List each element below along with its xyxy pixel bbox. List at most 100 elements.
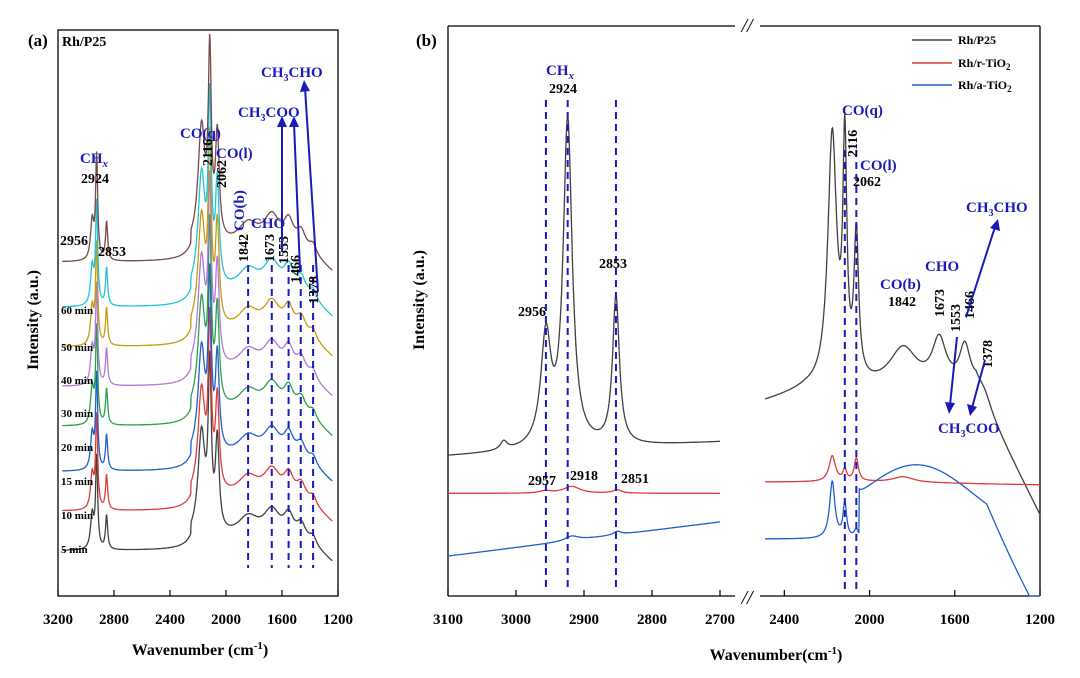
peak-label-2924: 2924 (81, 172, 109, 187)
arrowhead-ch3cho (300, 80, 310, 92)
panel-a-tick-label: 1200 (323, 612, 353, 628)
band-label-ch3cho: CH3CHO (261, 65, 323, 84)
panel-b-tick-label-left: 3100 (433, 612, 463, 628)
arrowhead-ch3coo-2 (289, 116, 299, 127)
panel-a-tick-label: 3200 (43, 612, 73, 628)
band-label-b-ch3cho: CH3CHO (966, 200, 1028, 219)
peak-label-1673: 1673 (263, 234, 278, 262)
panel-b-letter: (b) (416, 31, 437, 50)
peak-label-2062: 2062 (215, 160, 230, 188)
panel-a-series-10-min (62, 306, 333, 522)
panel-b-tick-label-right: 1600 (940, 612, 970, 628)
panel-a-tick-label: 1600 (267, 612, 297, 628)
band-label-coq: CO(q) (180, 126, 221, 142)
band-label-col: CO(l) (216, 146, 253, 162)
panel-b-series-rh-r-tio2-left (448, 485, 720, 495)
panel-b-tick-label-right: 2000 (855, 612, 885, 628)
panel-a-letter: (a) (28, 31, 48, 50)
panel-b-peak-labels: 2956 2924 2853 2957 2918 2851 2116 2062 … (518, 82, 996, 489)
panel-a-series-30-min (62, 170, 333, 397)
panel-b: (b) // // 3100 3000 2900 2800 2700 2400 2000 16… (411, 15, 1055, 664)
panel-a-series-40-min (62, 126, 333, 357)
arrow-b-ch3coo-1 (949, 336, 958, 406)
panel-b-band-labels: CHx CO(q) CO(l) CO(b) CHO CH3CHO CH3COO (546, 63, 1028, 440)
panel-a-series-20-min (62, 213, 333, 437)
panel-b-series-rh-p25-left (448, 116, 720, 456)
peak-label-2956: 2956 (60, 234, 88, 249)
peak-label-2853: 2853 (98, 245, 126, 260)
peak-label-b-2851: 2851 (621, 472, 649, 487)
panel-b-series-rh-a-tio2-right (765, 464, 1040, 597)
panel-a-arrows (277, 80, 319, 293)
peak-label-1378: 1378 (307, 276, 322, 304)
band-label-chx: CHx (80, 151, 109, 170)
peak-label-1553: 1553 (277, 236, 292, 264)
panel-a-x-axis-title: Wavenumber (cm-1) (132, 640, 268, 659)
legend-label-rh-r-tio2: Rh/r-TiO2 (958, 56, 1011, 72)
band-label-b-cho: CHO (925, 259, 959, 275)
peak-label-b-2957: 2957 (528, 474, 556, 489)
peak-label-b-1553: 1553 (949, 304, 964, 332)
peak-label-1466: 1466 (289, 255, 304, 283)
arrowhead-b-ch3cho (990, 219, 1000, 231)
band-label-cob: CO(b) (232, 190, 248, 231)
band-label-b-col: CO(l) (860, 158, 897, 174)
time-label-15: 15 min (61, 476, 93, 488)
legend-label-rh-a-tio2: Rh/a-TiO2 (958, 78, 1012, 94)
peak-label-b-2062: 2062 (853, 175, 881, 190)
panel-b-y-axis-title: Intensity (a.u.) (411, 250, 428, 350)
arrow-ch3cho (304, 87, 319, 293)
time-label-20: 20 min (61, 442, 93, 454)
panel-a-y-axis-title: Intensity (a.u.) (25, 270, 42, 370)
arrowhead-b-ch3coo-1 (945, 402, 955, 414)
panel-b-series-rh-a-tio2-left (447, 521, 721, 557)
peak-label-b-2918: 2918 (570, 469, 598, 484)
panel-b-series-rh-p25-right (764, 113, 1041, 515)
panel-b-tick-label-left: 3000 (501, 612, 531, 628)
panel-b-tick-label-right: 1200 (1025, 612, 1055, 628)
time-label-50: 50 min (61, 342, 93, 354)
panel-a-series-50-min (62, 83, 333, 317)
peak-label-b-1673: 1673 (933, 289, 948, 317)
arrow-b-ch3coo-2 (971, 359, 986, 409)
panel-b-spectra (447, 113, 1041, 597)
band-label-ch3coo: CH3COO (238, 105, 300, 124)
time-label-30: 30 min (61, 408, 93, 420)
panel-b-tick-label-left: 2900 (569, 612, 599, 628)
panel-a-series-15-min (62, 263, 333, 482)
panel-a-series-60-min (62, 33, 333, 271)
panel-a-series-5-min (62, 350, 333, 562)
band-label-b-cob: CO(b) (880, 277, 921, 293)
time-label-40: 40 min (61, 375, 93, 387)
peak-label-b-2924: 2924 (549, 82, 577, 97)
panel-a-band-labels: CHx CO(q) CO(l) CO(b) CHO CH3COO CH3CHO (80, 65, 323, 232)
panel-a-dashed-lines (247, 265, 315, 568)
band-label-cho: CHO (251, 216, 285, 232)
panel-b-tick-label-left: 2800 (637, 612, 667, 628)
peak-label-b-1842: 1842 (888, 295, 916, 310)
time-label-60: 60 min (61, 305, 93, 317)
peak-label-b-2956: 2956 (518, 305, 546, 320)
band-label-b-ch3coo: CH3COO (938, 421, 1000, 440)
arrowhead-b-ch3coo-2 (967, 404, 977, 416)
arrow-ch3coo-2 (293, 122, 301, 271)
arrowhead-ch3coo-1 (277, 116, 287, 127)
peak-label-b-2853: 2853 (599, 257, 627, 272)
panel-a-tick-label: 2800 (99, 612, 129, 628)
panel-a-peak-labels: 2956 2924 2853 2116 2062 1842 1673 1553 … (60, 139, 322, 304)
arrow-b-ch3cho (965, 226, 996, 318)
peak-label-b-2116: 2116 (846, 130, 861, 157)
panel-a-title: Rh/P25 (62, 35, 106, 50)
band-label-b-coq: CO(q) (842, 103, 883, 119)
axis-break-bottom: // (740, 587, 755, 609)
time-label-10: 10 min (61, 510, 93, 522)
legend: Rh/P25 Rh/r-TiO2 Rh/a-TiO2 (912, 33, 1012, 94)
panel-a-x-ticks: 3200 2800 2400 2000 1600 1200 (43, 590, 353, 628)
panel-a-time-labels: 5 min 10 min 15 min 20 min 30 min 40 min… (61, 305, 93, 556)
axis-break-top: // (740, 15, 755, 37)
panel-a: (a) Rh/P25 3200 2800 2400 2000 1600 1200 Inte… (25, 29, 353, 659)
time-label-5: 5 min (61, 544, 88, 556)
panel-a-tick-label: 2000 (211, 612, 241, 628)
panel-b-arrows (945, 219, 1000, 416)
